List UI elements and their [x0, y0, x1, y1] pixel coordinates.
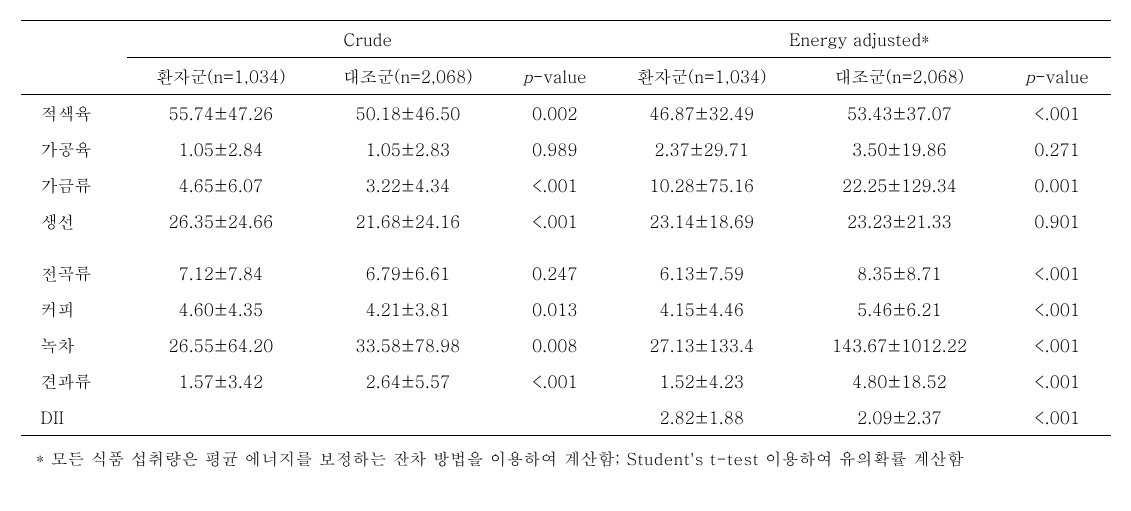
adj-pvalue-cell: <.001	[1004, 327, 1111, 363]
crude-control-cell: 21.68±24.16	[314, 203, 501, 239]
row-label: 녹차	[21, 327, 128, 363]
crude-patient-cell: 4.60±4.35	[127, 291, 314, 327]
crude-control-header: 대조군(n=2,068)	[314, 58, 501, 95]
adj-control-cell: 2.09±2.37	[795, 399, 1003, 436]
row-label: 커피	[21, 291, 128, 327]
adj-pvalue-cell: <.001	[1004, 291, 1111, 327]
adj-pvalue-cell: 0.271	[1004, 131, 1111, 167]
adj-patient-cell: 10.28±75.16	[608, 167, 795, 203]
adj-patient-cell: 1.52±4.23	[608, 363, 795, 399]
crude-control-cell: 50.18±46.50	[314, 95, 501, 132]
crude-control-cell: 33.58±78.98	[314, 327, 501, 363]
row-label: DII	[21, 399, 128, 436]
crude-pvalue-header: p-value	[501, 58, 608, 95]
table-row: 견과류1.57±3.422.64±5.57<.0011.52±4.234.80±…	[21, 363, 1111, 399]
row-label: 가금류	[21, 167, 128, 203]
crude-patient-header: 환자군(n=1,034)	[127, 58, 314, 95]
group-header-row: Crude Energy adjusted*	[21, 21, 1111, 58]
crude-pvalue-cell: <.001	[501, 203, 608, 239]
crude-header: Crude	[127, 21, 608, 58]
table-body-2: 전곡류7.12±7.846.79±6.610.2476.13±7.598.35±…	[21, 255, 1111, 436]
row-label: 생선	[21, 203, 128, 239]
adj-control-cell: 4.80±18.52	[795, 363, 1003, 399]
adj-pvalue-cell: 0.901	[1004, 203, 1111, 239]
crude-pvalue-cell: 0.013	[501, 291, 608, 327]
crude-control-cell: 3.22±4.34	[314, 167, 501, 203]
crude-patient-cell: 1.57±3.42	[127, 363, 314, 399]
adj-patient-cell: 27.13±133.4	[608, 327, 795, 363]
adj-control-cell: 22.25±129.34	[795, 167, 1003, 203]
adj-patient-cell: 4.15±4.46	[608, 291, 795, 327]
crude-control-cell: 4.21±3.81	[314, 291, 501, 327]
crude-patient-cell: 1.05±2.84	[127, 131, 314, 167]
adj-pvalue-cell: <.001	[1004, 255, 1111, 291]
table-row: 전곡류7.12±7.846.79±6.610.2476.13±7.598.35±…	[21, 255, 1111, 291]
crude-patient-cell: 4.65±6.07	[127, 167, 314, 203]
adjusted-header: Energy adjusted*	[608, 21, 1110, 58]
adj-control-header: 대조군(n=2,068)	[795, 58, 1003, 95]
row-label: 가공육	[21, 131, 128, 167]
crude-patient-cell: 26.55±64.20	[127, 327, 314, 363]
table-row: DII 2.82±1.882.09±2.37<.001	[21, 399, 1111, 436]
crude-pvalue-cell: 0.989	[501, 131, 608, 167]
table-footnote: * 모든 식품 섭취량은 평균 에너지를 보정하는 잔차 방법을 이용하여 계산…	[20, 444, 1126, 474]
crude-patient-cell: 55.74±47.26	[127, 95, 314, 132]
adj-patient-cell: 23.14±18.69	[608, 203, 795, 239]
table-row: 녹차26.55±64.2033.58±78.980.00827.13±133.4…	[21, 327, 1111, 363]
adj-patient-cell: 2.37±29.71	[608, 131, 795, 167]
crude-pvalue-cell: 0.002	[501, 95, 608, 132]
adj-control-cell: 53.43±37.07	[795, 95, 1003, 132]
adj-pvalue-header: p-value	[1004, 58, 1111, 95]
adj-patient-cell: 2.82±1.88	[608, 399, 795, 436]
row-label: 전곡류	[21, 255, 128, 291]
adj-control-cell: 8.35±8.71	[795, 255, 1003, 291]
table-row: 적색육55.74±47.2650.18±46.500.00246.87±32.4…	[21, 95, 1111, 132]
crude-pvalue-cell: 0.247	[501, 255, 608, 291]
adj-control-cell: 5.46±6.21	[795, 291, 1003, 327]
crude-pvalue-cell	[501, 399, 608, 436]
table-body-1: 적색육55.74±47.2650.18±46.500.00246.87±32.4…	[21, 95, 1111, 240]
adj-pvalue-cell: <.001	[1004, 399, 1111, 436]
sub-header-row: 환자군(n=1,034) 대조군(n=2,068) p-value 환자군(n=…	[21, 58, 1111, 95]
adj-patient-cell: 6.13±7.59	[608, 255, 795, 291]
table-row: 커피4.60±4.354.21±3.810.0134.15±4.465.46±6…	[21, 291, 1111, 327]
adj-control-cell: 143.67±1012.22	[795, 327, 1003, 363]
adj-control-cell: 23.23±21.33	[795, 203, 1003, 239]
adj-control-cell: 3.50±19.86	[795, 131, 1003, 167]
crude-control-cell: 1.05±2.83	[314, 131, 501, 167]
crude-control-cell: 6.79±6.61	[314, 255, 501, 291]
table-row: 가공육1.05±2.841.05±2.830.9892.37±29.713.50…	[21, 131, 1111, 167]
table-row: 생선26.35±24.6621.68±24.16<.00123.14±18.69…	[21, 203, 1111, 239]
row-label: 적색육	[21, 95, 128, 132]
adj-pvalue-cell: 0.001	[1004, 167, 1111, 203]
crude-pvalue-cell: 0.008	[501, 327, 608, 363]
crude-patient-cell: 7.12±7.84	[127, 255, 314, 291]
adj-patient-cell: 46.87±32.49	[608, 95, 795, 132]
crude-pvalue-cell: <.001	[501, 167, 608, 203]
crude-pvalue-cell: <.001	[501, 363, 608, 399]
stats-table: Crude Energy adjusted* 환자군(n=1,034) 대조군(…	[21, 20, 1111, 436]
adj-pvalue-cell: <.001	[1004, 363, 1111, 399]
crude-control-cell: 2.64±5.57	[314, 363, 501, 399]
crude-patient-cell	[127, 399, 314, 436]
table-row: 가금류4.65±6.073.22±4.34<.00110.28±75.1622.…	[21, 167, 1111, 203]
row-label: 견과류	[21, 363, 128, 399]
crude-patient-cell: 26.35±24.66	[127, 203, 314, 239]
spacer-row	[21, 239, 1111, 255]
crude-control-cell	[314, 399, 501, 436]
adj-pvalue-cell: <.001	[1004, 95, 1111, 132]
adj-patient-header: 환자군(n=1,034)	[608, 58, 795, 95]
